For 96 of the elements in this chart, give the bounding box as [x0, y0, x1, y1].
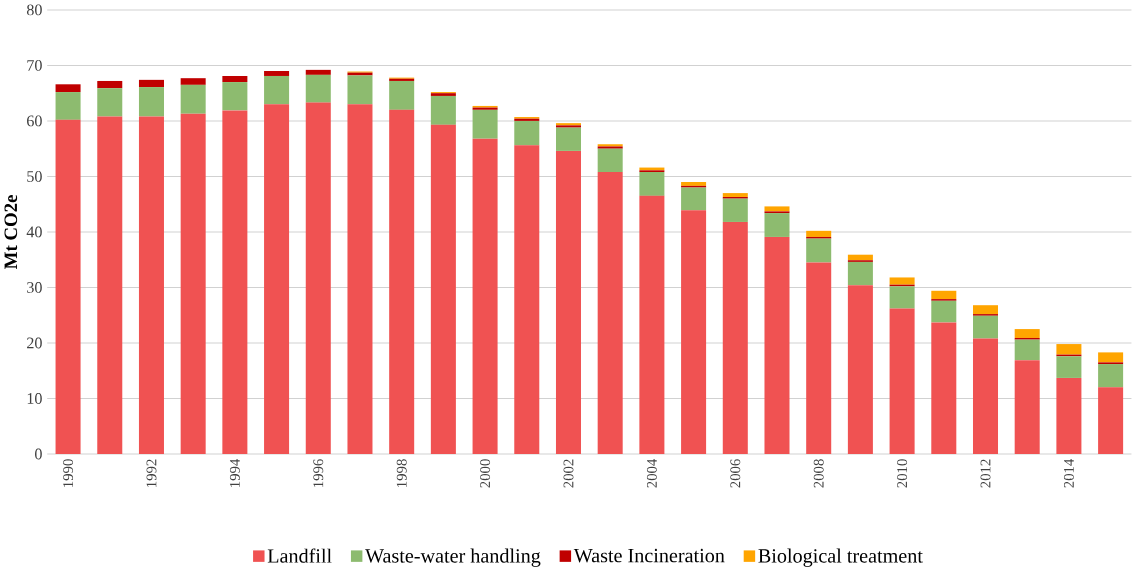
- bar: [97, 88, 123, 117]
- bar: [1014, 339, 1040, 361]
- bar: [389, 109, 415, 454]
- bar: [847, 254, 873, 261]
- legend-label: Waste Incineration: [573, 548, 725, 563]
- bar: [889, 277, 915, 285]
- bar: [931, 322, 957, 454]
- y-tick-label: 40: [26, 226, 42, 238]
- bar: [555, 150, 581, 454]
- bar: [931, 300, 957, 323]
- y-tick-label: 60: [27, 115, 42, 127]
- bar: [180, 113, 206, 454]
- bar: [764, 236, 790, 454]
- bar: [1014, 360, 1040, 454]
- bar: [1056, 344, 1082, 355]
- bar: [639, 171, 665, 196]
- x-tick-label: 2006: [730, 459, 741, 488]
- bar: [722, 198, 748, 222]
- x-tick-label: 2002: [563, 459, 574, 488]
- bar: [889, 286, 915, 309]
- bar: [222, 75, 248, 83]
- bar: [972, 315, 999, 339]
- bar: [1098, 364, 1124, 388]
- bar: [1056, 377, 1082, 454]
- bar: [806, 238, 832, 263]
- bar: [264, 75, 290, 105]
- bar: [1014, 329, 1040, 338]
- bar: [180, 78, 206, 85]
- bar: [972, 305, 999, 315]
- bar: [972, 338, 999, 454]
- bar: [764, 206, 790, 212]
- y-tick-label: 0: [35, 448, 42, 460]
- y-tick-label: 70: [27, 59, 42, 71]
- bar: [222, 110, 248, 454]
- y-tick-label: 10: [27, 393, 42, 404]
- bar: [597, 171, 623, 454]
- bar: [222, 82, 248, 111]
- bar: [639, 195, 665, 454]
- bar: [180, 84, 206, 114]
- bar: [931, 290, 957, 300]
- bar: [681, 187, 707, 211]
- bar: [889, 308, 915, 454]
- y-tick-label: 50: [27, 170, 42, 182]
- x-tick-label: 1990: [63, 459, 74, 487]
- bar: [430, 124, 456, 454]
- bar: [806, 262, 832, 454]
- legend-label: Waste-water handling: [365, 548, 541, 567]
- bar: [597, 148, 623, 172]
- bar: [806, 230, 832, 237]
- bar: [138, 116, 164, 454]
- bar: [847, 261, 873, 286]
- x-tick-label: 2008: [813, 459, 824, 488]
- bar: [305, 102, 331, 454]
- bar: [555, 127, 581, 151]
- bar: [264, 104, 290, 454]
- bar: [305, 74, 331, 103]
- bar: [138, 87, 164, 117]
- bar: [514, 120, 540, 146]
- x-tick-label: 2000: [480, 459, 491, 488]
- y-tick-label: 80: [26, 4, 42, 16]
- bar: [347, 104, 373, 454]
- bar: [681, 210, 707, 454]
- legend-label: Biological treatment: [758, 548, 923, 567]
- bar: [97, 116, 123, 454]
- x-tick-label: 1994: [229, 458, 240, 487]
- y-axis-title: Mt CO2e: [4, 195, 18, 269]
- bar: [264, 70, 290, 76]
- x-tick-label: 1996: [313, 459, 324, 487]
- x-tick-label: 2014: [1063, 458, 1074, 488]
- bar: [55, 92, 81, 120]
- bar: [722, 221, 748, 454]
- bar: [1056, 356, 1082, 378]
- bar: [472, 138, 498, 454]
- bar: [55, 119, 81, 454]
- bar: [55, 84, 81, 93]
- bar: [138, 79, 164, 88]
- bar: [305, 69, 331, 75]
- x-tick-label: 2010: [897, 459, 908, 488]
- x-tick-label: 2012: [980, 459, 991, 488]
- x-tick-label: 1992: [146, 459, 157, 487]
- y-tick-label: 30: [27, 282, 42, 293]
- bar: [764, 213, 790, 237]
- bar: [1098, 387, 1124, 454]
- x-tick-label: 1998: [396, 459, 407, 487]
- bar: [514, 145, 540, 454]
- bar: [847, 285, 873, 454]
- bar: [1098, 352, 1124, 363]
- bar: [347, 75, 373, 105]
- bar: [97, 80, 123, 89]
- x-tick-label: 2004: [646, 458, 657, 488]
- bar: [430, 95, 456, 125]
- legend-label: Landfill: [267, 548, 332, 563]
- bar: [681, 181, 707, 186]
- bar: [472, 109, 498, 139]
- y-tick-label: 20: [27, 337, 42, 349]
- bar: [389, 80, 415, 110]
